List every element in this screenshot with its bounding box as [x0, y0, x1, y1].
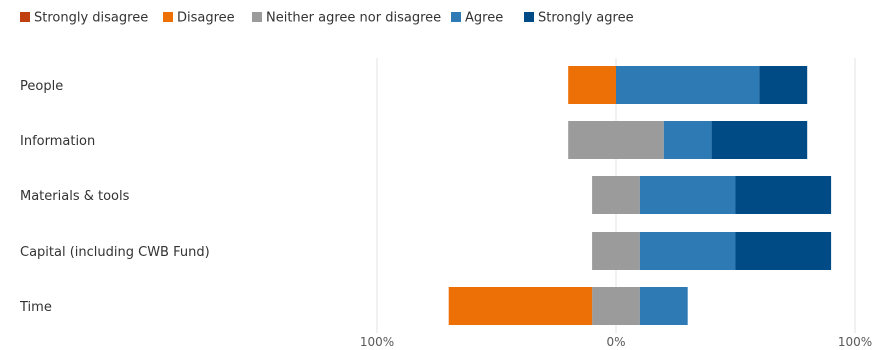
bar-information-agree — [663, 121, 712, 159]
category-label-capital-including-cwb-fund: Capital (including CWB Fund) — [20, 245, 210, 260]
bar-materials-tools-strongly-agree — [735, 176, 832, 214]
category-labels: People Information Materials & tools Capita… — [19, 79, 210, 315]
legend-label-disagree: Disagree — [177, 11, 235, 26]
category-label-time: Time — [19, 300, 52, 315]
bar-capital-including-cwb-fund-strongly-agree — [735, 232, 832, 270]
category-label-people: People — [20, 79, 63, 94]
legend-label-agree: Agree — [465, 11, 503, 26]
category-label-materials-tools: Materials & tools — [20, 189, 130, 204]
bars — [448, 66, 832, 325]
legend-swatch-neither-agree-nor-disagree — [252, 12, 262, 22]
bar-people-strongly-agree — [759, 66, 808, 104]
bar-materials-tools-neither-agree-nor-disagree-left — [592, 176, 616, 214]
legend-label-strongly-agree: Strongly agree — [538, 11, 634, 26]
x-tick-label-0: 100% — [360, 335, 394, 349]
category-label-information: Information — [20, 134, 95, 149]
bar-information-neither-agree-nor-disagree-left — [568, 121, 616, 159]
legend-swatch-disagree — [163, 12, 173, 22]
bar-people-disagree — [568, 66, 616, 104]
bar-time-disagree — [448, 287, 593, 325]
x-tick-label-2: 100% — [838, 335, 872, 349]
legend-swatch-strongly-disagree — [20, 12, 30, 22]
x-axis-ticks: 100% 0% 100% — [360, 335, 872, 349]
bar-time-neither-agree-nor-disagree-left — [592, 287, 616, 325]
legend-swatch-strongly-agree — [524, 12, 534, 22]
bar-capital-including-cwb-fund-agree — [639, 232, 736, 270]
legend: Strongly disagree Disagree Neither agree n… — [20, 11, 634, 26]
bar-time-neither-agree-nor-disagree-right — [616, 287, 640, 325]
x-tick-label-1: 0% — [606, 335, 625, 349]
legend-label-strongly-disagree: Strongly disagree — [34, 11, 148, 26]
bar-capital-including-cwb-fund-neither-agree-nor-disagree-left — [592, 232, 616, 270]
bar-information-strongly-agree — [711, 121, 808, 159]
bar-information-neither-agree-nor-disagree-right — [616, 121, 664, 159]
legend-label-neither-agree-nor-disagree: Neither agree nor disagree — [266, 11, 441, 26]
bar-capital-including-cwb-fund-neither-agree-nor-disagree-right — [616, 232, 640, 270]
bar-materials-tools-neither-agree-nor-disagree-right — [616, 176, 640, 214]
bar-people-agree — [616, 66, 760, 104]
legend-swatch-agree — [451, 12, 461, 22]
bar-time-agree — [639, 287, 688, 325]
bar-materials-tools-agree — [639, 176, 736, 214]
